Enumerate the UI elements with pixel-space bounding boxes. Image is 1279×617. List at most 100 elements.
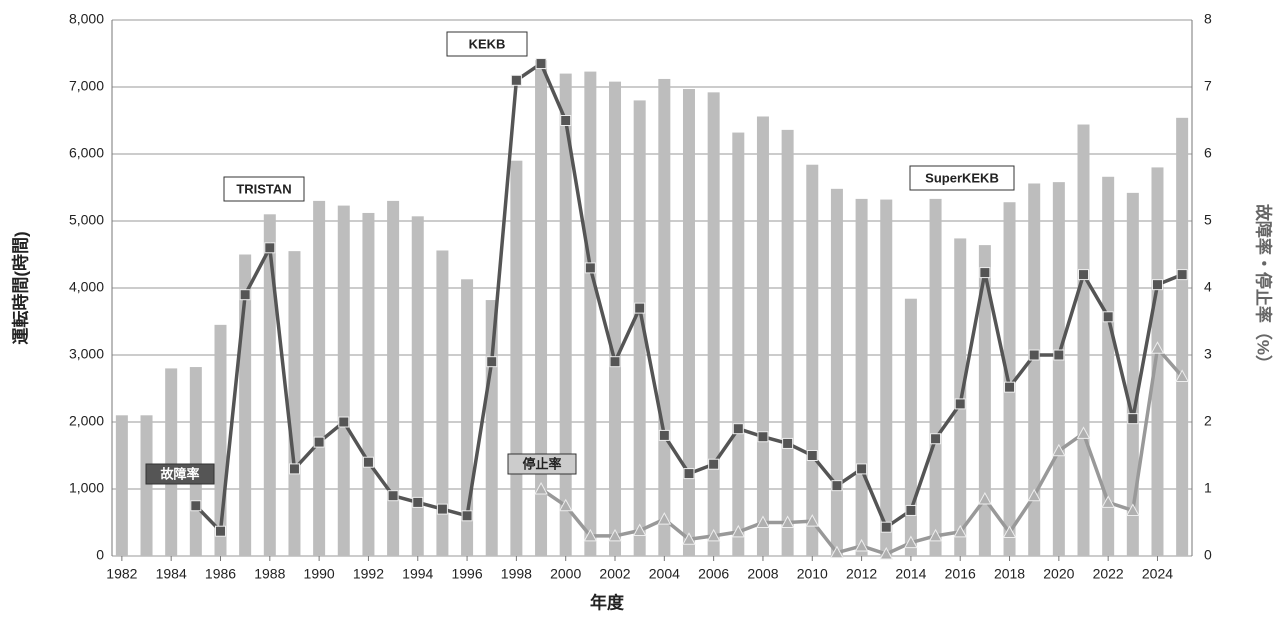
marker	[1076, 426, 1091, 439]
marker	[1102, 311, 1114, 323]
marker	[1175, 369, 1189, 382]
x-tick-label: 1984	[156, 566, 187, 582]
bar	[411, 216, 424, 556]
marker	[1176, 269, 1188, 281]
y-tick-label: 8,000	[69, 11, 104, 27]
marker	[1127, 413, 1139, 425]
bar	[1102, 176, 1115, 556]
y-tick-label: 3,000	[69, 346, 104, 362]
marker	[657, 512, 672, 525]
marker	[558, 498, 573, 512]
marker	[584, 262, 596, 274]
y2-tick-label: 8	[1204, 11, 1212, 27]
marker	[658, 429, 670, 441]
annotation: TRISTAN	[236, 181, 291, 196]
bar	[436, 250, 449, 557]
marker	[682, 532, 696, 545]
marker	[461, 510, 473, 522]
marker	[930, 433, 942, 445]
marker	[632, 523, 647, 537]
bar	[387, 200, 400, 556]
y2-tick-label: 7	[1204, 78, 1212, 94]
x-tick-label: 2022	[1093, 566, 1124, 582]
annotation-box	[223, 176, 305, 202]
x-tick-label: 1988	[254, 566, 285, 582]
marker	[510, 74, 522, 86]
bar	[781, 129, 794, 556]
x-tick-label: 1990	[304, 566, 335, 582]
marker	[1053, 349, 1065, 361]
y2-tick-label: 0	[1204, 547, 1212, 563]
bar	[929, 198, 942, 556]
bar	[165, 368, 178, 556]
marker	[534, 481, 548, 495]
bar	[337, 205, 350, 556]
legend-label: 故障率	[160, 466, 199, 481]
x-axis-title: 年度	[590, 592, 625, 612]
marker	[757, 431, 769, 443]
bar	[1151, 167, 1164, 556]
marker	[1101, 495, 1116, 508]
bar	[1052, 182, 1065, 556]
marker	[978, 492, 992, 505]
marker	[313, 436, 325, 448]
marker	[436, 503, 448, 515]
marker	[362, 456, 374, 468]
bar	[1176, 117, 1189, 556]
marker	[856, 463, 868, 475]
legend-box	[145, 463, 215, 485]
marker	[412, 496, 424, 508]
marker	[831, 480, 843, 492]
marker	[1078, 269, 1090, 281]
marker	[1002, 525, 1017, 539]
bars	[115, 60, 1189, 557]
x-tick-label: 2020	[1043, 566, 1074, 582]
marker	[1027, 488, 1042, 502]
legend-box	[507, 453, 577, 475]
x-tick-label: 2004	[649, 566, 680, 582]
bar	[855, 198, 868, 556]
y-tick-label: 2,000	[69, 413, 104, 429]
marker	[954, 398, 966, 410]
marker	[338, 416, 350, 428]
bar	[633, 100, 646, 557]
y2-tick-label: 2	[1204, 413, 1212, 429]
y2-axis-title: 故障率・停止率（%）	[1254, 204, 1274, 372]
lines	[190, 58, 1189, 560]
marker	[264, 242, 276, 254]
marker	[1125, 503, 1140, 516]
bar	[880, 199, 893, 556]
marker	[560, 115, 572, 126]
marker	[905, 504, 917, 516]
bar	[658, 78, 671, 557]
marker	[806, 450, 818, 461]
marker	[387, 490, 399, 502]
bar	[904, 298, 917, 556]
x-tick-label: 2000	[550, 566, 581, 582]
bar	[140, 415, 153, 556]
y-tick-label: 1,000	[69, 480, 104, 496]
marker	[1028, 349, 1040, 361]
marker	[1150, 341, 1165, 354]
y-tick-label: 0	[96, 547, 104, 563]
y2-tick-label: 4	[1204, 279, 1212, 295]
marker	[854, 538, 869, 552]
x-tick-label: 2006	[698, 566, 729, 582]
bar	[732, 132, 745, 556]
marker	[879, 546, 894, 560]
x-tick-label: 1996	[451, 566, 482, 582]
annotation: KEKB	[469, 36, 506, 51]
bar	[313, 200, 326, 556]
y2-tick-label: 3	[1204, 346, 1212, 362]
bar	[288, 251, 301, 556]
bar	[1077, 124, 1090, 557]
marker	[288, 463, 300, 475]
bar	[682, 89, 695, 556]
x-tick-label: 1992	[353, 566, 384, 582]
marker	[535, 58, 547, 70]
bar	[806, 164, 819, 556]
legend-label: 停止率	[522, 456, 561, 471]
marker	[780, 515, 795, 528]
bar	[263, 214, 276, 557]
